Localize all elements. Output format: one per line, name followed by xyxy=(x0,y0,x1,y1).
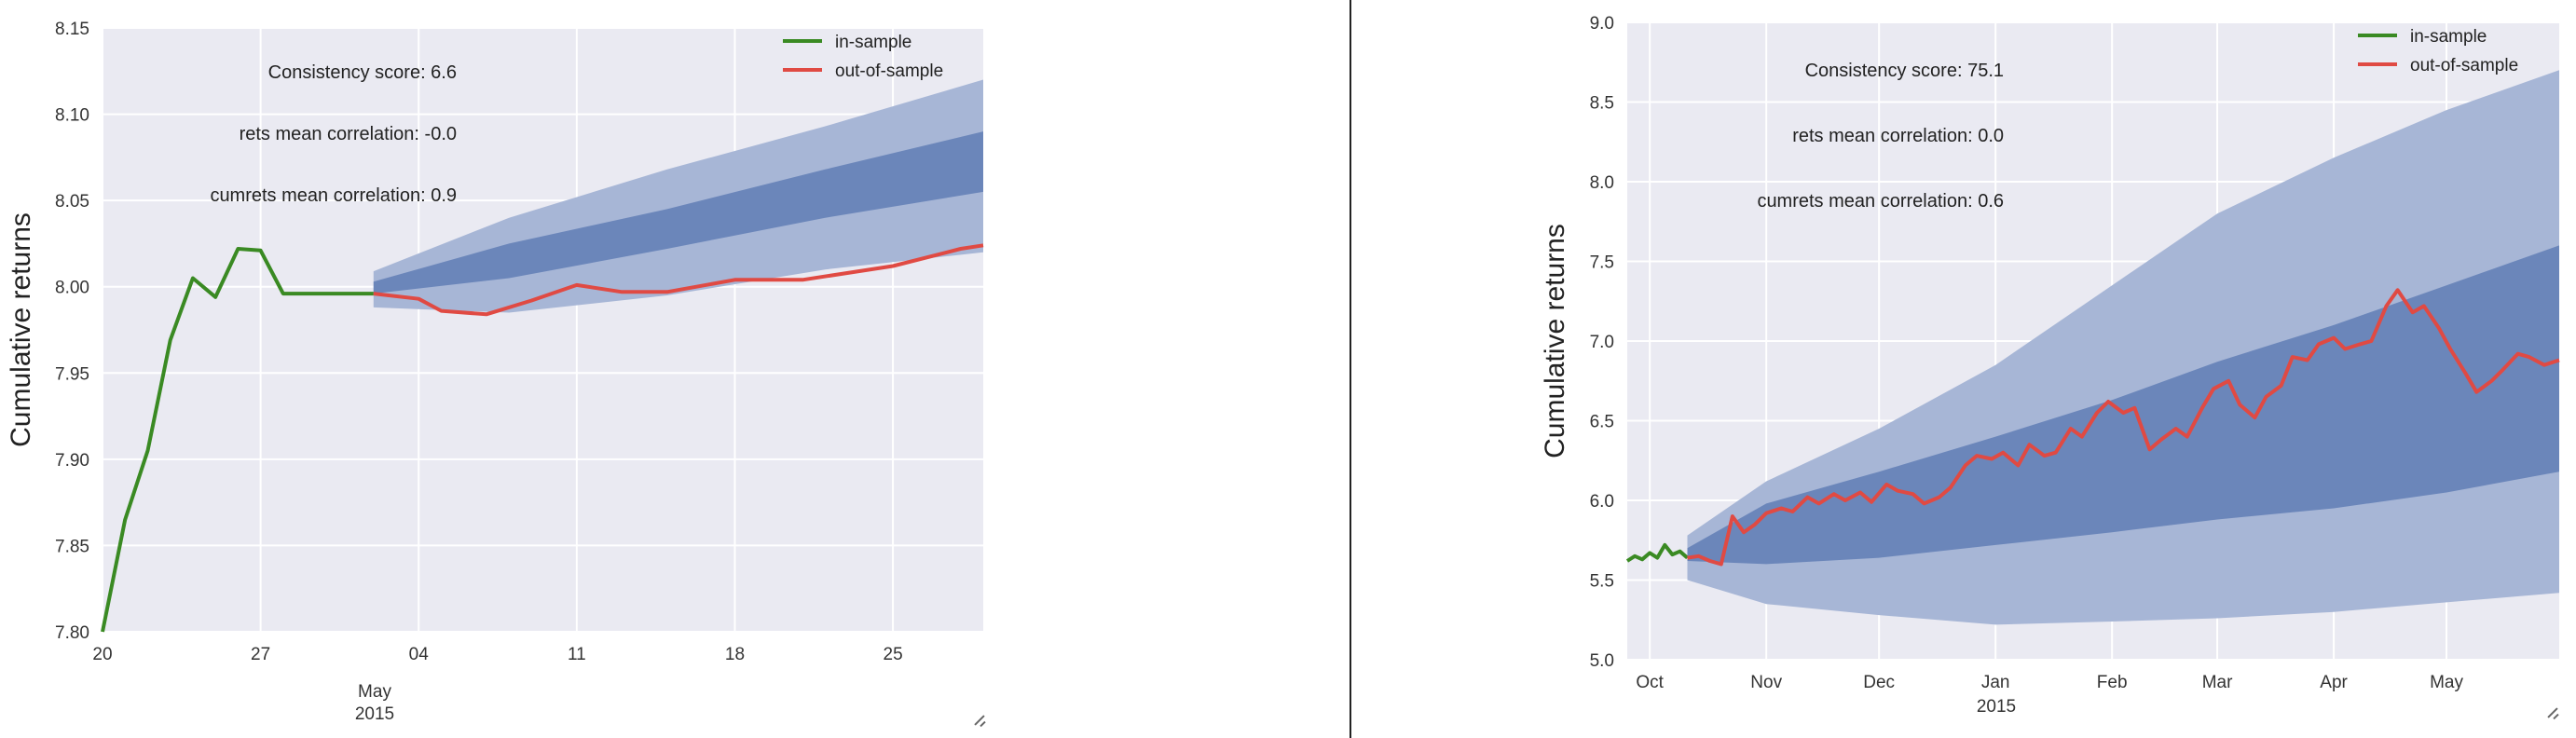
x-tick-label: 25 xyxy=(884,645,903,664)
annotation-text: cumrets mean correlation: 0.6 xyxy=(1757,191,2004,212)
resize-handle-left[interactable] xyxy=(969,710,986,727)
y-tick-label: 7.90 xyxy=(55,451,89,471)
y-tick-label: 7.80 xyxy=(55,623,89,643)
x-tick-label: Apr xyxy=(2320,673,2348,692)
y-tick-label: 7.0 xyxy=(1590,333,1614,352)
x-axis-year-label: 2015 xyxy=(1977,697,2016,717)
y-tick-label: 5.5 xyxy=(1590,572,1614,592)
series-line-out-of-sample xyxy=(373,243,984,317)
x-tick-label: Dec xyxy=(1863,673,1895,692)
x-tick-label: 11 xyxy=(568,645,586,664)
panel-divider xyxy=(1350,0,1351,738)
annotation-text: Consistency score: 6.6 xyxy=(268,62,457,83)
y-tick-label: 6.5 xyxy=(1590,413,1614,432)
x-tick-label: 04 xyxy=(409,645,430,664)
y-tick-label: 9.0 xyxy=(1590,14,1614,34)
legend-label-in-sample: in-sample xyxy=(2410,27,2487,47)
y-tick-label: 8.15 xyxy=(55,20,89,39)
legend-label-out-of-sample: out-of-sample xyxy=(835,62,943,81)
cumulative-returns-chart-right: 5.0 5.5 6.0 6.5 7.0 7.5 8.0 8.5 9.0 Oct Nov Dec Jan F… xyxy=(1540,14,2560,717)
annotation-text: rets mean correlation: 0.0 xyxy=(1792,126,2004,146)
y-tick-label: 7.95 xyxy=(55,364,89,384)
confidence-band-inner xyxy=(1687,245,2559,565)
y-tick-label: 7.5 xyxy=(1590,253,1614,273)
y-axis-label: Cumulative returns xyxy=(6,212,36,447)
annotation-text: Consistency score: 75.1 xyxy=(1805,61,2004,81)
x-tick-label: 20 xyxy=(92,645,112,664)
x-tick-label: May xyxy=(2430,673,2463,692)
annotation-text: cumrets mean correlation: 0.9 xyxy=(210,185,457,206)
x-axis-year-label: 2015 xyxy=(355,704,394,724)
x-tick-label: Oct xyxy=(1636,673,1664,692)
resize-handle-right[interactable] xyxy=(2542,703,2559,719)
plot-background xyxy=(103,28,983,632)
x-axis-month-label: May xyxy=(358,682,391,702)
y-tick-label: 8.5 xyxy=(1590,94,1614,114)
series-line-out-of-sample xyxy=(1687,288,2560,567)
x-tick-label: Mar xyxy=(2202,673,2233,692)
y-tick-label: 8.05 xyxy=(55,192,89,212)
x-tick-label: Nov xyxy=(1750,673,1782,692)
legend-label-in-sample: in-sample xyxy=(835,33,911,52)
x-tick-label: 18 xyxy=(725,645,745,664)
x-tick-label: 27 xyxy=(251,645,270,664)
cumulative-returns-chart-left: 7.80 7.85 7.90 7.95 8.00 8.05 8.10 8.15 20 27 04 11… xyxy=(6,20,984,724)
y-tick-label: 5.0 xyxy=(1590,651,1614,671)
y-tick-label: 8.00 xyxy=(55,279,89,298)
y-tick-label: 8.0 xyxy=(1590,173,1614,193)
y-axis-label: Cumulative returns xyxy=(1540,224,1570,458)
y-tick-label: 6.0 xyxy=(1590,492,1614,512)
annotation-text: rets mean correlation: -0.0 xyxy=(240,124,457,144)
x-tick-label: Feb xyxy=(2097,673,2128,692)
x-tick-label: Jan xyxy=(1981,673,2010,692)
y-tick-label: 7.85 xyxy=(55,537,89,556)
confidence-band-inner xyxy=(373,131,983,294)
y-tick-label: 8.10 xyxy=(55,106,89,126)
series-line-in-sample xyxy=(101,247,374,633)
legend-label-out-of-sample: out-of-sample xyxy=(2410,56,2518,75)
series-line-in-sample xyxy=(1625,542,1689,563)
